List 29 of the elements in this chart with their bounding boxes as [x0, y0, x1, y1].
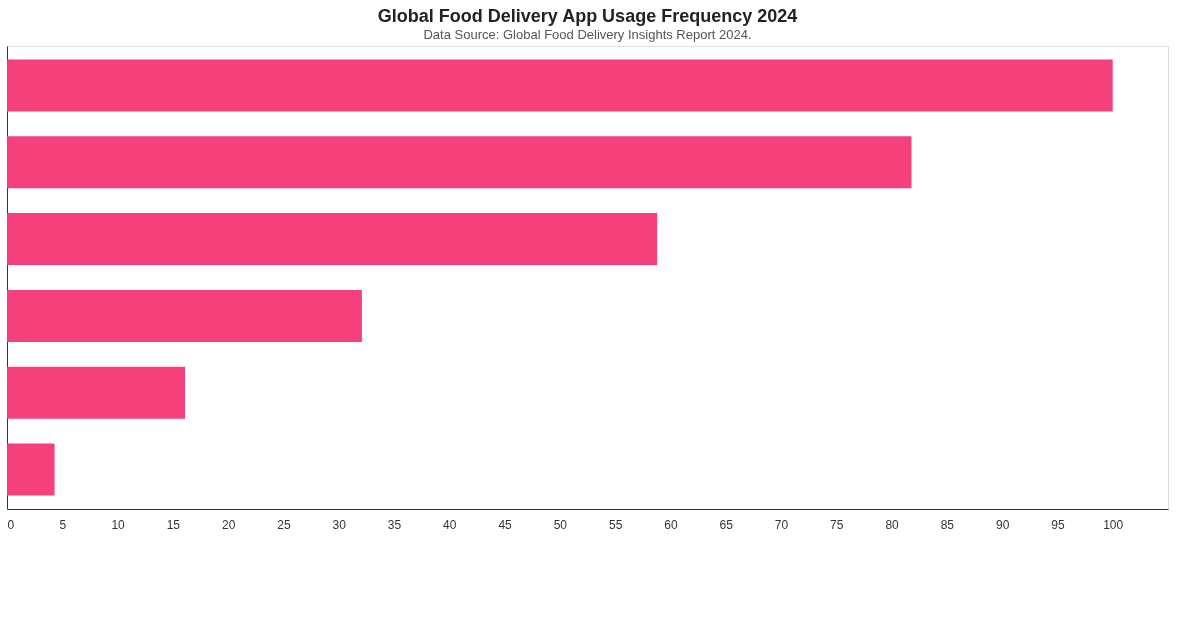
- x-tick-label: 75: [830, 517, 844, 532]
- x-tick-label: 80: [885, 517, 900, 532]
- x-tick-label: 50: [553, 517, 568, 532]
- bar: [7, 136, 912, 189]
- x-tick-label: 25: [277, 517, 291, 532]
- x-tick-label: 90: [995, 517, 1010, 532]
- x-tick-label: 95: [1051, 517, 1065, 532]
- chart-subtitle: Data Source: Global Food Delivery Insights Report 2024.: [423, 27, 752, 42]
- x-tick-label: 40: [443, 517, 457, 532]
- x-tick-label: 45: [498, 517, 513, 532]
- x-tick-label: 15: [166, 517, 181, 532]
- x-tick-label: 60: [664, 517, 678, 532]
- x-tick-label: 20: [221, 517, 236, 532]
- x-tick-label: 30: [332, 517, 347, 532]
- x-tick-label: 10: [111, 517, 126, 532]
- bar: [7, 366, 186, 419]
- x-tick-label: 55: [608, 517, 623, 532]
- bar: [7, 443, 55, 496]
- x-tick-label: 5: [59, 517, 67, 532]
- x-tick-label: 70: [774, 517, 789, 532]
- x-tick-label: 35: [387, 517, 402, 532]
- x-tick-label: 0: [7, 517, 15, 532]
- bar: [7, 289, 362, 342]
- x-tick-label: 100: [1103, 517, 1124, 532]
- x-tick-label: 65: [719, 517, 734, 532]
- bar: [7, 213, 658, 266]
- bar: [7, 59, 1113, 112]
- chart-title: Global Food Delivery App Usage Frequency 2024: [377, 6, 798, 26]
- x-tick-label: 85: [940, 517, 955, 532]
